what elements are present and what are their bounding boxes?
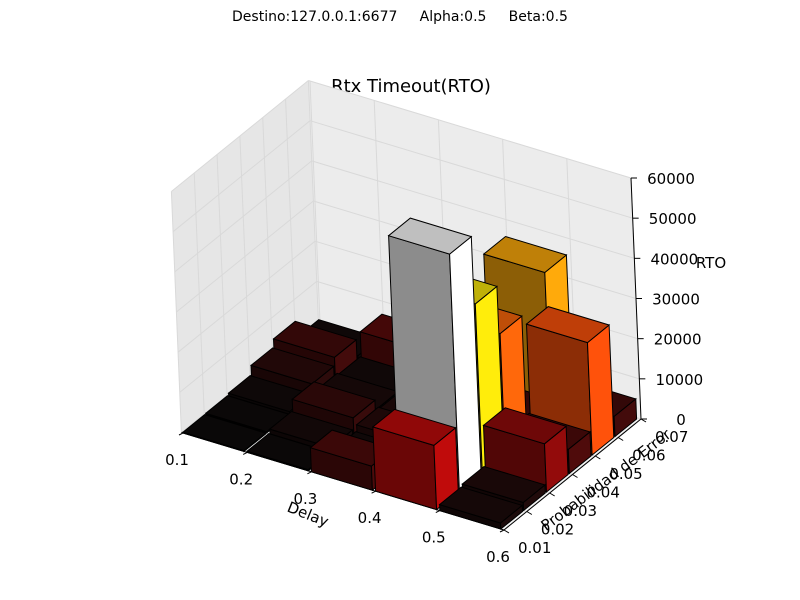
- x-tick-label: 0.6: [486, 548, 510, 566]
- tick-labels: 0.10.20.30.40.50.6 0.010.020.030.040.050.…: [165, 170, 703, 566]
- z-tick-label: 40000: [650, 250, 698, 268]
- y-tick-label: 0.04: [587, 484, 620, 502]
- x-tick-label: 0.3: [293, 490, 317, 508]
- z-axis-label: RTO: [696, 254, 726, 272]
- x-tick-label: 0.1: [165, 451, 189, 469]
- z-tick-label: 30000: [652, 291, 700, 309]
- y-tick-label: 0.01: [518, 539, 551, 557]
- bars: [181, 217, 638, 531]
- chart-title: Rtx Timeout(RTO): [331, 76, 491, 97]
- z-tick-label: 50000: [649, 210, 697, 228]
- bar-0.4-0.01: [371, 408, 459, 511]
- figure-suptitle: Destino:127.0.0.1:6677 Alpha:0.5 Beta:0.…: [232, 9, 568, 25]
- bar-0.1-0.01: [181, 414, 267, 453]
- y-tick-label: 0.05: [609, 465, 642, 483]
- x-tick-label: 0.5: [422, 529, 446, 547]
- y-tick-label: 0.07: [655, 428, 688, 446]
- y-tick-label: 0.03: [564, 502, 597, 520]
- x-tick-label: 0.2: [229, 470, 253, 488]
- bar-0.5-0.01: [438, 486, 524, 531]
- z-tick-label: 20000: [654, 331, 702, 349]
- z-tick-label: 60000: [647, 170, 695, 188]
- y-tick-label: 0.02: [541, 521, 574, 539]
- y-tick-label: 0.06: [632, 447, 665, 465]
- x-tick-label: 0.4: [358, 509, 382, 527]
- z-tick-label: 10000: [655, 371, 703, 389]
- z-tick-label: 0: [676, 411, 686, 429]
